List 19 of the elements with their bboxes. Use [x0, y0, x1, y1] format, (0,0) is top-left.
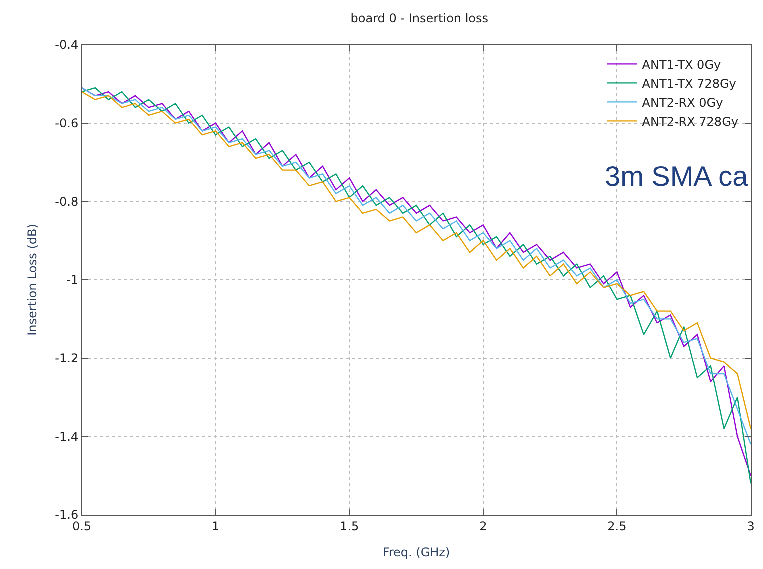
y-tick-label: -0.4	[55, 38, 79, 52]
y-tick-label: -1.4	[55, 430, 79, 444]
chart-title: board 0 - Insertion loss	[350, 12, 489, 26]
y-tick-label: -0.6	[55, 116, 79, 131]
legend-label: ANT2-RX 0Gy	[642, 96, 724, 110]
x-tick-label: 3	[747, 519, 755, 534]
x-tick-label: 2	[480, 519, 488, 534]
legend-label: ANT1-TX 728Gy	[642, 76, 736, 91]
annotation: 3m SMA ca	[605, 161, 749, 192]
x-tick-label: 1.5	[340, 519, 360, 534]
legend-label: ANT1-TX 0Gy	[642, 58, 722, 72]
y-tick-label: -0.8	[55, 194, 79, 209]
x-axis-title: Freq. (GHz)	[382, 545, 450, 560]
x-tick-label: 1	[212, 519, 220, 534]
y-tick-label: -1	[66, 273, 79, 288]
y-axis-title: Insertion Loss (dB)	[25, 224, 40, 336]
y-tick-label: -1.2	[55, 352, 79, 366]
x-tick-label: 2.5	[608, 519, 627, 534]
legend-label: ANT2-RX 728Gy	[642, 114, 738, 129]
